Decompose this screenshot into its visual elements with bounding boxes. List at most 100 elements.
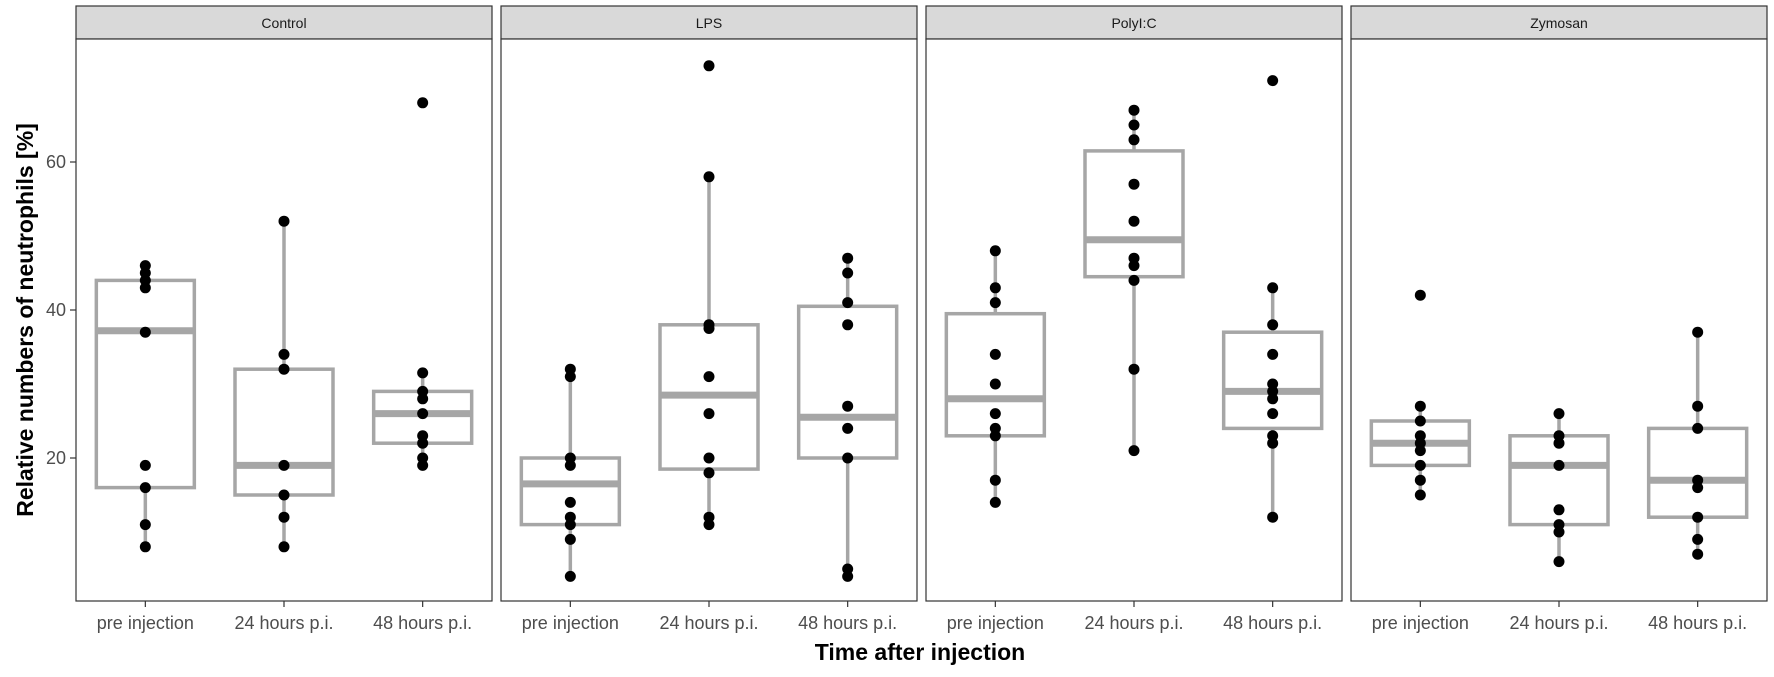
data-point bbox=[1128, 104, 1140, 116]
data-point bbox=[703, 171, 715, 183]
data-point bbox=[417, 393, 429, 405]
data-point bbox=[989, 496, 1001, 508]
x-tick-label: pre injection bbox=[522, 613, 619, 633]
data-point bbox=[1414, 415, 1426, 427]
box-group bbox=[94, 260, 197, 553]
box-group bbox=[796, 252, 899, 582]
data-point bbox=[989, 474, 1001, 486]
x-tick-label: 48 hours p.i. bbox=[1223, 613, 1322, 633]
data-point bbox=[1128, 363, 1140, 375]
data-point bbox=[1267, 348, 1279, 360]
data-point bbox=[278, 511, 290, 523]
data-point bbox=[1267, 282, 1279, 294]
data-point bbox=[1692, 400, 1704, 412]
data-point bbox=[703, 452, 715, 464]
box-group bbox=[1646, 326, 1749, 560]
data-point bbox=[139, 282, 151, 294]
data-point bbox=[1553, 408, 1565, 420]
data-point bbox=[1692, 533, 1704, 545]
panel-lps: LPS pre injection 24 hours p.i. 48 hours p.… bbox=[500, 5, 918, 633]
data-point bbox=[1267, 319, 1279, 331]
data-point bbox=[1692, 422, 1704, 434]
data-point bbox=[703, 323, 715, 334]
data-point bbox=[1128, 119, 1140, 131]
data-point bbox=[564, 371, 576, 383]
box-group bbox=[1508, 408, 1610, 568]
x-tick-label: 48 hours p.i. bbox=[798, 613, 897, 633]
data-point bbox=[842, 297, 854, 309]
panel-zymosan: Zymosan pre injection 24 hours p.i. 48 hour… bbox=[1350, 5, 1768, 633]
data-point bbox=[703, 60, 715, 72]
box-iqr bbox=[94, 278, 197, 490]
data-point bbox=[989, 245, 1001, 257]
data-point bbox=[417, 437, 429, 449]
box-group bbox=[1221, 75, 1324, 523]
data-point bbox=[1128, 445, 1140, 457]
data-point bbox=[139, 541, 151, 553]
data-point bbox=[139, 482, 151, 494]
box-group bbox=[233, 215, 335, 553]
x-tick-label: 24 hours p.i. bbox=[659, 613, 758, 633]
x-tick-label: pre injection bbox=[947, 613, 1044, 633]
data-point bbox=[139, 519, 151, 531]
data-point bbox=[278, 348, 290, 360]
data-point bbox=[703, 371, 715, 383]
data-point bbox=[417, 408, 429, 420]
x-tick-label: 24 hours p.i. bbox=[1509, 613, 1608, 633]
data-point bbox=[1267, 393, 1279, 405]
data-point bbox=[989, 297, 1001, 309]
data-point bbox=[564, 570, 576, 582]
y-tick-label: 60 bbox=[46, 152, 66, 172]
data-point bbox=[1692, 548, 1704, 560]
x-tick-label: 24 hours p.i. bbox=[1084, 613, 1183, 633]
data-point bbox=[989, 408, 1001, 420]
data-point bbox=[564, 459, 576, 471]
data-point bbox=[1692, 482, 1704, 494]
x-tick-label: 48 hours p.i. bbox=[373, 613, 472, 633]
data-point bbox=[139, 459, 151, 471]
facet-strip-label: PolyI:C bbox=[1111, 15, 1156, 31]
panel-control: Control pre injection 24 hours p.i. 48 hour… bbox=[75, 5, 493, 633]
data-point bbox=[417, 97, 429, 109]
data-point bbox=[1414, 289, 1426, 301]
data-point bbox=[989, 348, 1001, 360]
data-point bbox=[1692, 511, 1704, 523]
data-point bbox=[842, 452, 854, 464]
panels-layer: Control pre injection 24 hours p.i. 48 hour… bbox=[75, 5, 1768, 633]
data-point bbox=[417, 367, 429, 379]
data-point bbox=[1414, 459, 1426, 471]
data-point bbox=[1553, 437, 1565, 449]
data-point bbox=[1414, 474, 1426, 486]
box-iqr bbox=[233, 367, 335, 497]
data-point bbox=[1553, 459, 1565, 471]
data-point bbox=[703, 467, 715, 479]
data-point bbox=[278, 489, 290, 501]
data-point bbox=[1128, 260, 1140, 272]
x-tick-label: 48 hours p.i. bbox=[1648, 613, 1747, 633]
data-point bbox=[1267, 511, 1279, 523]
y-axis: 20 40 60 bbox=[46, 152, 76, 468]
data-point bbox=[842, 267, 854, 279]
data-point bbox=[139, 326, 151, 338]
data-point bbox=[278, 215, 290, 227]
data-point bbox=[1267, 75, 1279, 87]
data-point bbox=[278, 363, 290, 375]
data-point bbox=[1553, 526, 1565, 538]
box-group bbox=[658, 60, 760, 531]
data-point bbox=[1128, 134, 1140, 146]
data-point bbox=[417, 459, 429, 471]
data-point bbox=[842, 319, 854, 331]
facet-strip bbox=[75, 5, 493, 40]
x-tick-label: pre injection bbox=[97, 613, 194, 633]
facet-strip bbox=[500, 5, 918, 40]
data-point bbox=[842, 570, 854, 582]
facet-strip-label: LPS bbox=[696, 15, 722, 31]
data-point bbox=[564, 496, 576, 508]
facet-strip-label: Control bbox=[261, 15, 306, 31]
box-group bbox=[371, 97, 474, 471]
data-point bbox=[1414, 445, 1426, 457]
box-group bbox=[1369, 289, 1472, 501]
data-point bbox=[1553, 504, 1565, 516]
data-point bbox=[703, 519, 715, 531]
x-tick-label: 24 hours p.i. bbox=[234, 613, 333, 633]
